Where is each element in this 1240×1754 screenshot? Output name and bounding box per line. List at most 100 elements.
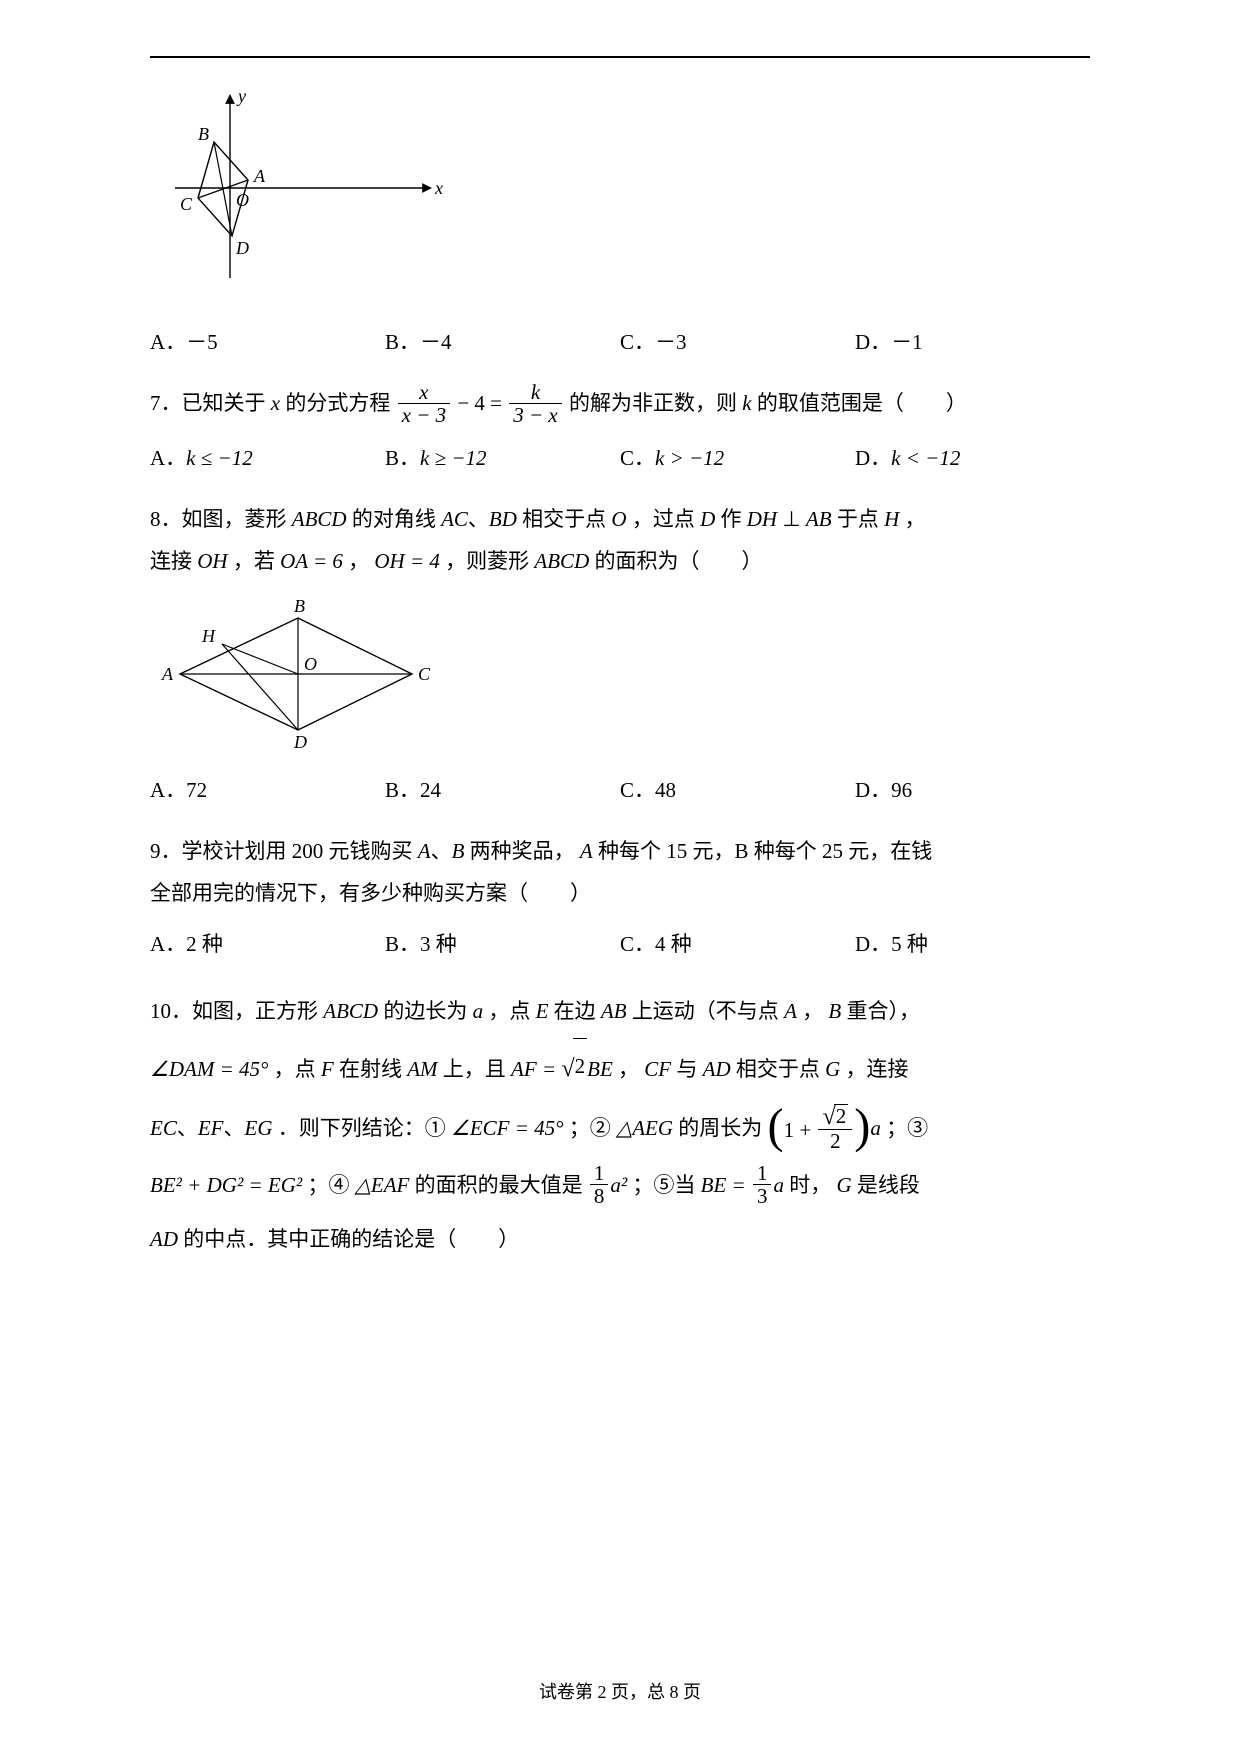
q10-l5a: AD [150, 1227, 178, 1251]
q10-lparen: ( [768, 1100, 784, 1153]
q10-frac18: 18 [590, 1162, 609, 1207]
q8-l2c: ， [348, 549, 369, 573]
q8-choice-d: D．96 [855, 774, 1090, 804]
q8-o: O [611, 507, 626, 531]
q9-b: B [452, 839, 465, 863]
q10-l2h: 与 [676, 1057, 697, 1081]
q8-l2d: ，则菱形 [445, 549, 529, 573]
q10-ab: AB [601, 999, 627, 1023]
q8-t1: 如图，菱形 [182, 507, 287, 531]
q7-tail: 的取值范围是（ ） [757, 391, 967, 415]
q10-l2a: ∠DAM = 45° [150, 1057, 268, 1081]
q8-oa-eq: OA = 6 [280, 549, 343, 573]
q7-b-val: k ≥ −12 [420, 446, 487, 470]
q7-c-val: k > −12 [655, 446, 724, 470]
q10-f13n: 1 [753, 1162, 772, 1184]
q10-a: a [473, 999, 484, 1023]
q10-f13d: 3 [753, 1184, 772, 1207]
q6-a-val: －5 [186, 330, 218, 354]
q7-var-k: k [742, 391, 751, 415]
q9-choice-c: C．4 种 [620, 928, 855, 958]
q7-stem: 7．已知关于 x 的分式方程 xx − 3 − 4 = k3 − x 的解为非正… [150, 382, 1090, 428]
q9-c-val: 4 种 [655, 932, 692, 956]
q10-CF: CF [644, 1057, 671, 1081]
q9-stem: 9．学校计划用 200 元钱购买 A、B 两种奖品， A 种每个 15 元，B … [150, 830, 1090, 914]
q10-frac13: 13 [753, 1162, 772, 1207]
q8-ac: AC [441, 507, 468, 531]
q9-a-val: 2 种 [186, 932, 223, 956]
q10-l2j: ，连接 [846, 1057, 909, 1081]
q8-choices: A．72 B．24 C．48 D．96 [150, 774, 1090, 804]
q10-F: F [321, 1057, 334, 1081]
q10-l3c: EF [198, 1116, 224, 1140]
q6-b-val: －4 [420, 330, 452, 354]
q10-l4a: BE² + DG² = EG² [150, 1173, 302, 1197]
q8-dh: DH [747, 507, 777, 531]
q10-l2b: ，点 [274, 1057, 316, 1081]
q10-l1g: 重合）， [846, 999, 920, 1023]
q10-AM: AM [407, 1057, 437, 1081]
q8-choice-c: C．48 [620, 774, 855, 804]
q8-choice-b: B．24 [385, 774, 620, 804]
q8-t5: ，过点 [632, 507, 695, 531]
q7-d-val: k < −12 [891, 446, 960, 470]
q9-choice-d: D．5 种 [855, 928, 1090, 958]
q8-perp: ⊥ [782, 507, 800, 531]
q10-f18n: 1 [590, 1162, 609, 1184]
q10-sqrt2: √2 [561, 1038, 587, 1101]
q8-figure: A B C D O H [150, 596, 1090, 756]
q8-oh: OH [197, 549, 227, 573]
q10-l4f: 是线段 [857, 1173, 920, 1197]
q8-oh-eq: OH = 4 [374, 549, 440, 573]
q7-choice-c: C．k > −12 [620, 442, 855, 472]
footer-total: 8 [670, 1682, 679, 1702]
q10-a3: a [773, 1173, 784, 1197]
q10-l3d: 、 [224, 1116, 245, 1140]
svg-text:y: y [236, 88, 246, 106]
svg-text:A: A [161, 664, 174, 684]
top-rule [150, 56, 1090, 58]
svg-text:C: C [180, 194, 193, 214]
q9-l1b: 、 [431, 839, 452, 863]
q9-d-val: 5 种 [891, 932, 928, 956]
q10-pf-num: √2 [818, 1104, 852, 1129]
q10-l3e: EG [245, 1116, 273, 1140]
q7-choice-a: A．k ≤ −12 [150, 442, 385, 472]
q10-paren-frac: √22 [818, 1104, 852, 1152]
q7-frac-lhs: xx − 3 [398, 381, 451, 426]
footer-b: 页，总 [607, 1682, 670, 1702]
q6-choice-d: D．－1 [855, 326, 1090, 356]
q10-l2e: AF = [511, 1057, 561, 1081]
q10-stmt1: ∠ECF = 45° [451, 1116, 564, 1140]
svg-text:x: x [434, 178, 443, 198]
q10-e: E [536, 999, 549, 1023]
q7-a-val: k ≤ −12 [186, 446, 253, 470]
q7-var-x: x [271, 391, 280, 415]
q6-choice-c: C．－3 [620, 326, 855, 356]
q8-d-val: 96 [891, 778, 912, 802]
q10-l3i: ；③ [886, 1116, 928, 1140]
page-footer: 试卷第 2 页，总 8 页 [0, 1678, 1240, 1704]
q6-choice-b: B．－4 [385, 326, 620, 356]
svg-text:B: B [294, 596, 305, 616]
q7-rhs-num: k [509, 381, 562, 403]
q10-l1b: 的边长为 [383, 999, 467, 1023]
q10-l1a: 如图，正方形 [192, 999, 318, 1023]
q8-abcd: ABCD [292, 507, 347, 531]
q9-l1d: 种每个 15 元，B 种每个 25 元，在钱 [598, 839, 932, 863]
q7-rhs-den: 3 − x [509, 403, 562, 426]
q9-number: 9． [150, 839, 182, 863]
q8-b-val: 24 [420, 778, 441, 802]
q6-choice-a: A．－5 [150, 326, 385, 356]
q10-l4d: ；⑤当 [632, 1173, 695, 1197]
q10-l4c: 的面积的最大值是 [415, 1173, 583, 1197]
q10-l3f: ．则下列结论：① [278, 1116, 446, 1140]
footer-a: 试卷第 [539, 1682, 598, 1702]
q8-t8: ， [904, 507, 925, 531]
q10-l4b: ；④ [307, 1173, 349, 1197]
q8-l2b: ，若 [233, 549, 275, 573]
q6-d-val: －1 [891, 330, 923, 354]
q8-t3: 、 [468, 507, 489, 531]
q10-AD: AD [703, 1057, 731, 1081]
q7-number: 7． [150, 391, 182, 415]
